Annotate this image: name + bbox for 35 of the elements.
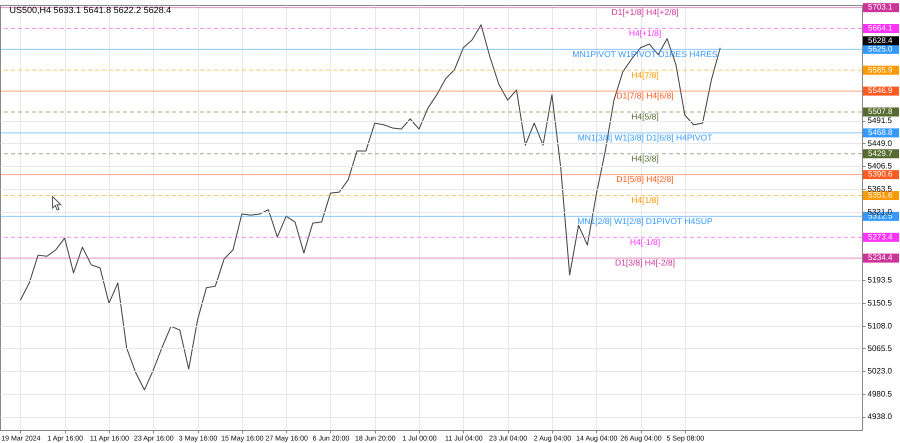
y-tick-label: 4938.0 bbox=[868, 412, 893, 422]
y-tick-label: 5065.5 bbox=[868, 344, 893, 353]
annotation: D1[+1/8] H4[+2/8] bbox=[611, 7, 679, 18]
y-tick-label: 5023.0 bbox=[868, 366, 893, 376]
ref-line-label: 5429.7 bbox=[868, 148, 894, 158]
text: 5628.4 bbox=[868, 36, 894, 45]
annotation: H4[-1/8] bbox=[630, 236, 660, 247]
y-tick-label: 5449.0 bbox=[868, 138, 893, 148]
chart-title: US500,H4 5633.1 5641.8 5622.2 5628.4 bbox=[10, 5, 172, 16]
ref-line-label: 5507.8 bbox=[868, 107, 894, 116]
annotation: D1[5/8] H4[2/8] bbox=[616, 174, 674, 184]
ref-line-label: 5703.1 bbox=[868, 2, 894, 12]
y-tick-label: 5108.0 bbox=[868, 321, 893, 330]
y-tick-label: 5491.5 bbox=[868, 116, 893, 126]
ref-line-label: 5273.4 bbox=[868, 232, 894, 242]
ref-line-label: 5468.8 bbox=[868, 128, 894, 137]
ref-line-label: 5390.6 bbox=[868, 170, 894, 179]
ref-line-label: 5625.0 bbox=[868, 44, 894, 54]
ref-line-label: 5546.9 bbox=[868, 86, 894, 96]
ref-line-label: 5664.1 bbox=[868, 23, 894, 32]
annotation: D1[3/8] H4[-2/8] bbox=[614, 258, 676, 268]
line-series bbox=[20, 24, 721, 390]
y-tick-label: 4980.5 bbox=[868, 389, 893, 398]
annotation: H4[1/8] bbox=[631, 195, 659, 206]
annotation: H4[5/8] bbox=[631, 112, 659, 122]
ref-line-label: 5585.9 bbox=[868, 65, 894, 74]
y-tick-label: 5193.5 bbox=[868, 276, 893, 285]
annotation: H4[+1/8] bbox=[628, 28, 662, 38]
annotation: D1[7/8] H4[6/8] bbox=[616, 90, 674, 101]
y-tick-label: 5406.5 bbox=[868, 162, 893, 171]
annotation: H4[7/8] bbox=[631, 70, 659, 80]
annotation: H4[3/8] bbox=[631, 153, 659, 164]
ref-line-label: 5234.4 bbox=[868, 253, 894, 262]
ref-line-label: 5351.6 bbox=[868, 190, 894, 200]
y-tick-label: 5150.5 bbox=[868, 298, 893, 308]
